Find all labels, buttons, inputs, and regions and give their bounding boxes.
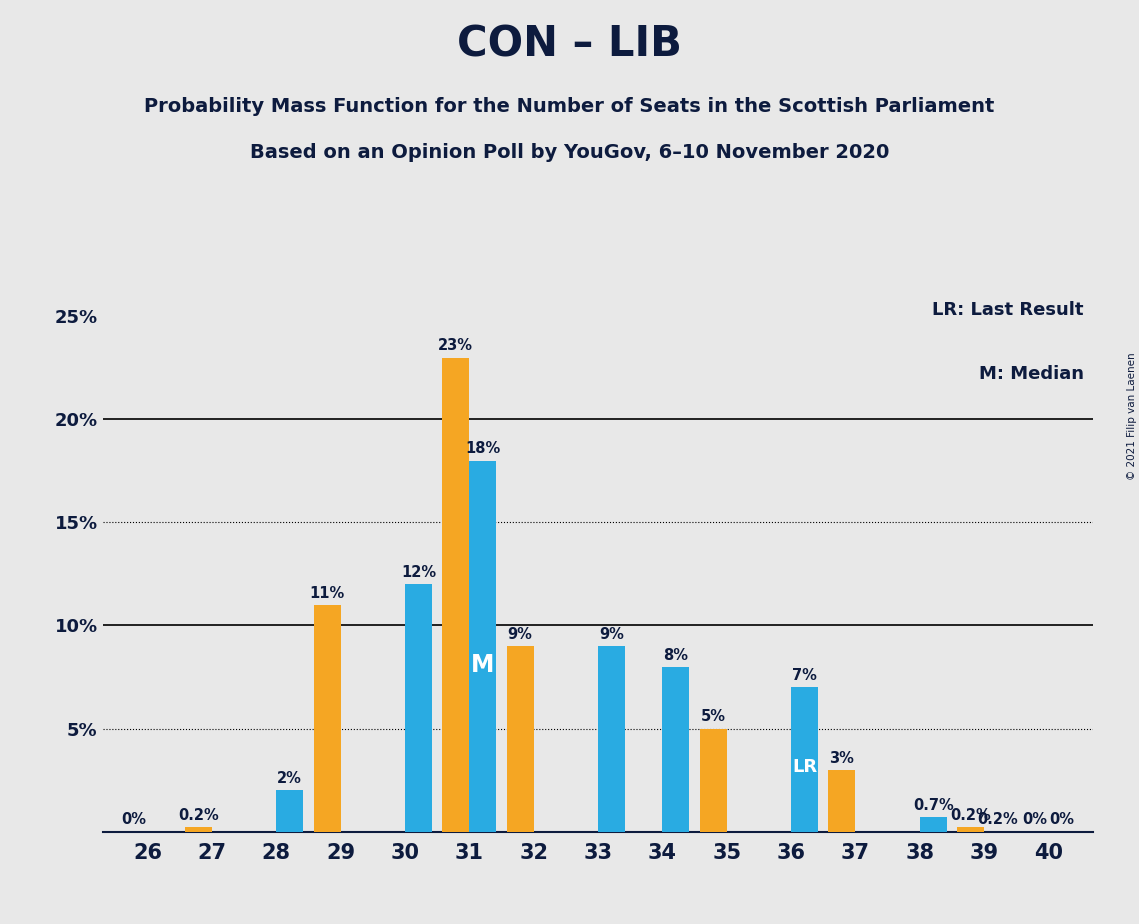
Bar — [699, 728, 727, 832]
Bar — [405, 584, 432, 832]
Text: 8%: 8% — [663, 648, 688, 663]
Bar — [598, 646, 625, 832]
Text: LR: Last Result: LR: Last Result — [932, 301, 1083, 319]
Text: 23%: 23% — [439, 338, 474, 353]
Text: 9%: 9% — [599, 627, 624, 642]
Bar — [662, 667, 689, 832]
Text: 0.7%: 0.7% — [912, 798, 953, 813]
Bar — [790, 687, 818, 832]
Text: 18%: 18% — [465, 442, 500, 456]
Bar — [185, 828, 212, 832]
Bar — [313, 605, 341, 832]
Text: 0.2%: 0.2% — [977, 812, 1018, 828]
Text: 0%: 0% — [1049, 812, 1074, 828]
Text: 0.2%: 0.2% — [950, 808, 991, 823]
Text: CON – LIB: CON – LIB — [457, 23, 682, 65]
Text: Based on an Opinion Poll by YouGov, 6–10 November 2020: Based on an Opinion Poll by YouGov, 6–10… — [249, 143, 890, 163]
Text: 9%: 9% — [508, 627, 533, 642]
Text: 0.2%: 0.2% — [178, 808, 219, 823]
Bar — [277, 790, 303, 832]
Text: M: M — [472, 652, 494, 676]
Text: 2%: 2% — [277, 772, 302, 786]
Text: © 2021 Filip van Laenen: © 2021 Filip van Laenen — [1126, 352, 1137, 480]
Bar — [507, 646, 534, 832]
Text: 5%: 5% — [700, 710, 726, 724]
Text: 3%: 3% — [829, 750, 854, 766]
Bar — [469, 460, 497, 832]
Text: Probability Mass Function for the Number of Seats in the Scottish Parliament: Probability Mass Function for the Number… — [145, 97, 994, 116]
Text: 12%: 12% — [401, 565, 436, 580]
Text: LR: LR — [792, 758, 817, 775]
Text: M: Median: M: Median — [978, 365, 1083, 383]
Text: 11%: 11% — [310, 586, 345, 601]
Bar — [442, 358, 469, 832]
Text: 0%: 0% — [1023, 812, 1048, 828]
Bar — [957, 828, 984, 832]
Bar — [919, 817, 947, 832]
Text: 0%: 0% — [122, 812, 147, 828]
Text: 7%: 7% — [792, 668, 817, 683]
Bar — [828, 770, 855, 832]
